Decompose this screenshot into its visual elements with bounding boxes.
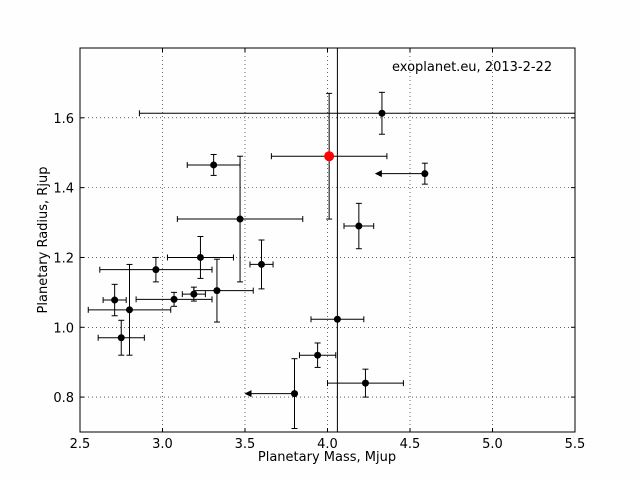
upper-limit-arrow-head xyxy=(374,170,382,178)
x-tick-label: 2.5 xyxy=(70,437,91,452)
x-tick-label: 5.0 xyxy=(482,437,503,452)
y-tick-label: 0.8 xyxy=(53,391,74,406)
highlighted-point xyxy=(324,151,335,162)
data-point xyxy=(111,296,119,304)
data-point xyxy=(152,266,160,274)
x-tick-label: 3.5 xyxy=(235,437,256,452)
grid xyxy=(80,48,575,432)
y-tick-label: 1.6 xyxy=(53,112,74,127)
data-point xyxy=(333,315,341,323)
data-point xyxy=(378,109,386,117)
x-tick-label: 5.5 xyxy=(565,437,586,452)
data-points xyxy=(111,109,429,398)
data-point xyxy=(421,170,429,178)
x-tick-label: 4.0 xyxy=(317,437,338,452)
data-point xyxy=(126,306,133,314)
data-point xyxy=(361,379,369,387)
data-point xyxy=(196,253,204,261)
data-point xyxy=(236,215,244,223)
annotation-source: exoplanet.eu, 2013-2-22 xyxy=(392,60,552,75)
data-point xyxy=(213,287,221,295)
data-point xyxy=(190,290,198,298)
y-axis-label: Planetary Radius, Rjup xyxy=(36,167,51,314)
data-point xyxy=(258,260,265,268)
data-point xyxy=(117,334,125,342)
x-tick-label: 4.5 xyxy=(400,437,421,452)
x-tick-label: 3.0 xyxy=(152,437,173,452)
y-tick-label: 1.0 xyxy=(53,321,74,336)
data-point xyxy=(210,161,218,169)
axis-ticks: 2.5 3.0 3.5 4.0 4.5 5.0 5.5 0.8 1.0 1.2 1.4 1.6 xyxy=(53,48,585,452)
upper-limit-arrow-head xyxy=(244,390,252,398)
y-tick-label: 1.4 xyxy=(53,182,74,197)
x-axis-label: Planetary Mass, Mjup xyxy=(258,450,396,465)
data-point xyxy=(291,390,298,398)
y-tick-label: 1.2 xyxy=(53,251,74,266)
data-point xyxy=(314,351,322,359)
data-point xyxy=(355,222,363,230)
data-point xyxy=(170,295,178,303)
error-bars xyxy=(87,91,575,430)
